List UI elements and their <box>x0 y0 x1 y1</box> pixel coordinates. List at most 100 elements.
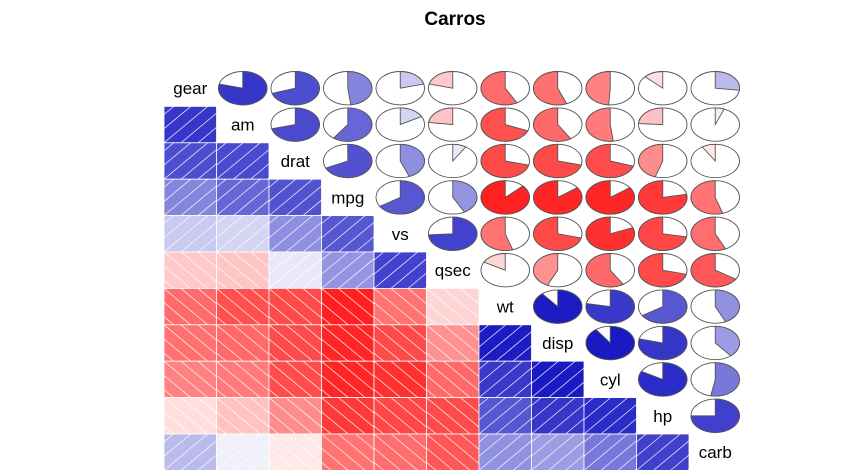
pie-cell-qsec-hp <box>638 253 688 288</box>
shade-cell-cyl-qsec <box>426 360 480 399</box>
variable-label-vs: vs <box>392 225 409 244</box>
variable-label-wt: wt <box>496 298 514 317</box>
shade-cell-hp-disp <box>531 397 585 435</box>
pie-cell-qsec-disp <box>533 253 583 288</box>
pie-cell-mpg-vs <box>375 180 425 215</box>
shade-cell-mpg-am <box>216 178 270 216</box>
pie-cell-am-vs <box>375 107 425 142</box>
pie-cell-drat-cyl <box>585 143 635 179</box>
pie-cell-gear-qsec <box>428 71 478 106</box>
shade-cell-cyl-gear <box>163 360 217 399</box>
pie-cell-gear-mpg <box>323 71 373 106</box>
pie-cell-wt-cyl <box>585 289 635 324</box>
pie-cell-wt-hp <box>638 289 688 324</box>
pie-cell-drat-mpg <box>323 143 373 179</box>
shade-cell-qsec-gear <box>163 251 217 289</box>
shade-cell-cyl-am <box>216 360 270 399</box>
pie-cell-mpg-qsec <box>428 180 478 215</box>
pie-cell-disp-carb <box>690 325 740 361</box>
variable-label-drat: drat <box>281 152 311 171</box>
shade-cell-carb-drat <box>268 433 322 471</box>
pie-cell-gear-drat <box>270 71 320 106</box>
pie-cell-mpg-wt <box>480 180 530 215</box>
shade-cell-hp-drat <box>268 397 322 435</box>
shade-cell-wt-am <box>216 287 270 326</box>
pie-cell-drat-carb <box>690 143 740 179</box>
pie-cell-gear-wt <box>480 71 530 106</box>
pie-cell-am-cyl <box>585 107 635 142</box>
shade-cell-carb-am <box>216 433 270 471</box>
pie-cell-qsec-cyl <box>585 253 635 288</box>
shade-cell-hp-cyl <box>583 397 637 435</box>
shade-cell-carb-vs <box>373 433 427 471</box>
pie-cell-am-wt <box>480 107 530 142</box>
shade-cell-wt-drat <box>268 287 322 326</box>
shade-cell-qsec-am <box>216 251 270 289</box>
pie-cell-gear-vs <box>375 71 425 106</box>
pie-cell-disp-hp <box>638 325 688 361</box>
pie-cell-disp-cyl <box>585 325 635 361</box>
pie-cell-qsec-carb <box>690 253 740 288</box>
pie-cell-drat-disp <box>533 143 583 179</box>
variable-label-gear: gear <box>173 79 207 98</box>
pie-cell-vs-cyl <box>585 216 635 251</box>
shade-cell-hp-wt <box>478 397 532 435</box>
shade-cell-disp-mpg <box>321 324 375 362</box>
pie-cell-gear-carb <box>690 71 740 106</box>
pie-cell-mpg-carb <box>690 180 740 215</box>
pie-cell-wt-disp <box>533 289 583 324</box>
pie-cell-am-disp <box>533 107 583 142</box>
variable-label-mpg: mpg <box>331 188 364 207</box>
shade-cell-vs-am <box>216 215 270 253</box>
variable-label-qsec: qsec <box>435 261 471 280</box>
pie-cell-mpg-disp <box>533 180 583 215</box>
pie-cell-am-drat <box>270 107 320 142</box>
shade-cell-drat-am <box>216 142 270 180</box>
pie-cell-vs-qsec <box>428 216 478 251</box>
pie-cell-am-hp <box>638 107 688 142</box>
pie-cell-am-qsec <box>428 107 478 142</box>
shade-cell-cyl-disp <box>531 360 585 399</box>
variable-label-cyl: cyl <box>600 370 621 389</box>
pie-cell-drat-wt <box>480 143 530 179</box>
pie-cell-drat-qsec <box>428 143 478 179</box>
pie-cell-hp-carb <box>690 398 740 433</box>
pie-cell-cyl-carb <box>690 362 740 397</box>
pie-cell-am-carb <box>690 107 740 142</box>
shade-cell-hp-gear <box>163 397 217 435</box>
variable-label-disp: disp <box>542 334 573 353</box>
pie-cell-mpg-cyl <box>585 180 635 215</box>
shade-cell-disp-am <box>216 324 270 362</box>
shade-cell-cyl-mpg <box>321 360 375 399</box>
shade-cell-disp-gear <box>163 324 217 362</box>
shade-cell-cyl-wt <box>478 360 532 399</box>
pie-cell-vs-hp <box>638 216 688 251</box>
variable-label-am: am <box>231 116 255 135</box>
shade-cell-wt-gear <box>163 287 217 326</box>
pie-cell-cyl-hp <box>638 362 688 397</box>
shade-cell-wt-vs <box>373 287 427 326</box>
variable-label-hp: hp <box>653 407 672 426</box>
shade-cell-mpg-gear <box>163 178 217 216</box>
pie-cell-gear-hp <box>638 71 688 106</box>
pie-cell-vs-carb <box>690 216 740 251</box>
shade-cell-disp-wt <box>478 324 532 362</box>
shade-cell-carb-qsec <box>426 433 480 471</box>
shade-cell-vs-gear <box>163 215 217 253</box>
shade-cell-am-gear <box>163 106 217 144</box>
pie-cell-vs-wt <box>480 216 530 251</box>
chart-title: Carros <box>424 9 486 30</box>
pie-cell-am-mpg <box>323 107 373 142</box>
pie-cell-drat-hp <box>638 143 688 179</box>
shade-cell-vs-drat <box>268 215 322 253</box>
variable-label-carb: carb <box>699 443 732 462</box>
shade-cell-cyl-vs <box>373 360 427 399</box>
shade-cell-vs-mpg <box>321 215 375 253</box>
pie-cell-gear-am <box>218 71 268 106</box>
shade-cell-disp-drat <box>268 324 322 362</box>
pie-cell-vs-disp <box>533 216 583 251</box>
pie-cell-gear-cyl <box>585 71 635 106</box>
pie-cell-wt-carb <box>690 289 740 324</box>
pie-cell-gear-disp <box>533 71 583 106</box>
